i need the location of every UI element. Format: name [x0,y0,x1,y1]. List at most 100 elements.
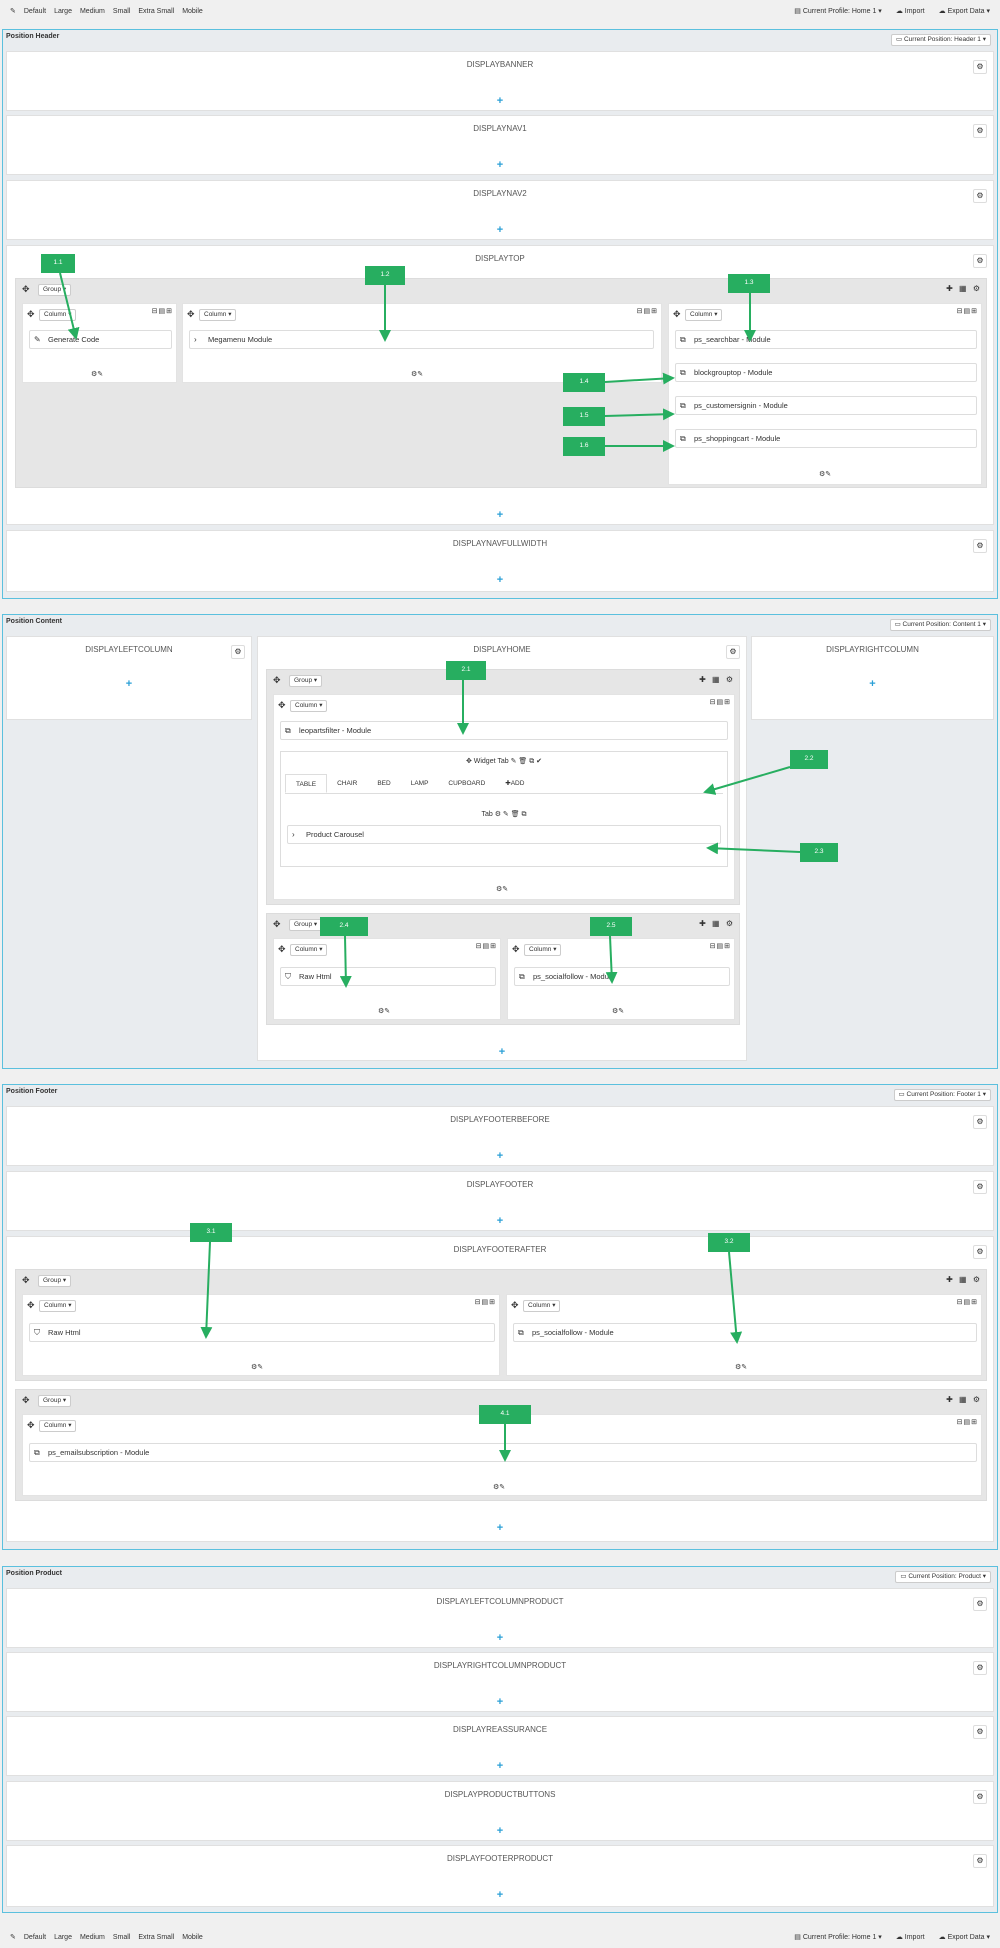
plus-icon[interactable]: + [496,574,504,586]
move-icon[interactable]: ✥ [27,1420,35,1430]
group-dropdown[interactable]: Group ▾ [289,675,323,687]
widget-tab-tools[interactable]: ✎ 🗑 ⧉ ✔ [510,758,543,765]
module-item[interactable]: ⧉ blockgrouptop - Module [675,363,977,382]
module-item[interactable]: › Megamenu Module [189,330,654,349]
plus-icon[interactable]: + [496,1522,504,1534]
column-dropdown[interactable]: Column ▾ [39,1300,77,1312]
profile-dropdown[interactable]: ▤ Current Profile: Home 1 ▾ [794,1934,882,1941]
move-icon[interactable]: ✥ [512,944,520,954]
move-icon[interactable]: ✥ [27,309,35,319]
pencil-icon[interactable]: ✎ [10,8,16,15]
gear-icon[interactable]: ⚙ [973,1115,987,1129]
column-footer-tools[interactable]: ⚙✎ [378,1008,391,1015]
gear-icon[interactable]: ⚙ [973,254,987,268]
plus-icon[interactable]: + [869,678,876,690]
module-item[interactable]: ⧉ ps_socialfollow - Module [514,967,730,986]
position-dropdown[interactable]: ▭ Current Position: Header 1 ▾ [891,34,991,46]
gear-icon[interactable]: ⚙ [973,539,987,553]
column-dropdown[interactable]: Column ▾ [685,309,723,321]
gear-icon[interactable]: ⚙ [973,1790,987,1804]
column-dropdown[interactable]: Column ▾ [199,309,237,321]
column-dropdown[interactable]: Column ▾ [524,944,562,956]
gear-icon[interactable]: ⚙ [973,60,987,74]
gear-icon[interactable]: ⚙ [973,1854,987,1868]
plus-icon[interactable]: + [496,95,504,107]
column-footer-tools[interactable]: ⚙✎ [411,371,424,378]
tab-lamp[interactable]: LAMP [410,780,429,787]
column-width-controls[interactable]: ⊟▤⊞ [474,1299,496,1306]
device-medium[interactable]: Medium [79,1933,105,1941]
device-default[interactable]: Default [23,7,47,15]
position-dropdown[interactable]: ▭ Current Position: Content 1 ▾ [889,619,991,631]
plus-icon[interactable]: + [496,159,504,171]
move-icon[interactable]: ✥ [273,675,281,685]
plus-icon[interactable]: + [496,1760,504,1772]
move-icon[interactable]: ✥ [187,309,195,319]
module-item[interactable]: ⧉ leopartsfilter - Module [280,721,728,740]
move-icon[interactable]: ✥ [511,1300,519,1310]
plus-icon[interactable]: + [496,224,504,236]
column-width-controls[interactable]: ⊟▤⊞ [709,943,731,950]
device-default[interactable]: Default [23,1933,47,1941]
group-dropdown[interactable]: Group ▾ [38,1275,72,1287]
group-dropdown[interactable]: Group ▾ [289,919,323,931]
plus-icon[interactable]: + [496,509,504,521]
module-item[interactable]: ⧉ ps_shoppingcart - Module [675,429,977,448]
column-dropdown[interactable]: Column ▾ [523,1300,561,1312]
tab-chair[interactable]: CHAIR [337,780,358,787]
column-width-controls[interactable]: ⊟▤⊞ [956,1419,978,1426]
import-button[interactable]: ☁ Import [895,1934,925,1941]
device-medium[interactable]: Medium [79,7,105,15]
column-footer-tools[interactable]: ⚙✎ [496,886,509,893]
move-icon[interactable]: ✥ [22,1275,30,1285]
column-width-controls[interactable]: ⊟▤⊞ [636,308,658,315]
device-small[interactable]: Small [112,1933,131,1941]
move-icon[interactable]: ✥ [673,309,681,319]
column-footer-tools[interactable]: ⚙✎ [735,1364,748,1371]
plus-icon[interactable]: + [496,1150,504,1162]
group-tools[interactable]: ✚ ▦ ⚙ [699,919,735,928]
group-dropdown[interactable]: Group ▾ [38,284,72,296]
position-dropdown[interactable]: ▭ Current Position: Footer 1 ▾ [893,1089,991,1101]
import-button[interactable]: ☁ Import [895,8,925,15]
position-dropdown[interactable]: ▭ Current Position: Product ▾ [895,1571,991,1583]
column-footer-tools[interactable]: ⚙✎ [251,1364,264,1371]
export-dropdown[interactable]: ☁ Export Data ▾ [938,1934,990,1941]
tab-cupboard[interactable]: CUPBOARD [448,780,486,787]
plus-icon[interactable]: + [496,1215,504,1227]
group-tools[interactable]: ✚ ▦ ⚙ [946,284,982,293]
pencil-icon[interactable]: ✎ [10,1934,16,1941]
module-item[interactable]: ✎ Generate Code [29,330,172,349]
device-mobile[interactable]: Mobile [182,1933,203,1941]
gear-icon[interactable]: ⚙ [973,189,987,203]
plus-icon[interactable]: + [125,678,133,690]
plus-icon[interactable]: + [496,1889,504,1901]
module-item[interactable]: ⧉ ps_socialfollow - Module [513,1323,977,1342]
move-icon[interactable]: ✥ [278,944,286,954]
group-dropdown[interactable]: Group ▾ [38,1395,72,1407]
column-width-controls[interactable]: ⊟▤⊞ [709,699,731,706]
column-dropdown[interactable]: Column ▾ [39,1420,77,1432]
module-item[interactable]: ⧉ ps_customersignin - Module [675,396,977,415]
move-icon[interactable]: ✥ [278,700,286,710]
module-item[interactable]: › Product Carousel [287,825,721,844]
gear-icon[interactable]: ⚙ [973,1180,987,1194]
gear-icon[interactable]: ⚙ [973,1597,987,1611]
column-width-controls[interactable]: ⊟▤⊞ [475,943,497,950]
module-item[interactable]: ⧉ ps_emailsubscription - Module [29,1443,977,1462]
module-item[interactable]: ⛉ Raw Html [280,967,496,986]
plus-icon[interactable]: + [498,1046,506,1058]
plus-icon[interactable]: + [496,1825,504,1837]
module-item[interactable]: ⛉ Raw Html [29,1323,495,1342]
move-icon[interactable]: ✥ [273,919,281,929]
move-icon[interactable]: ✥ [22,284,30,294]
group-tools[interactable]: ✚ ▦ ⚙ [699,675,735,684]
column-footer-tools[interactable]: ⚙✎ [493,1484,506,1491]
group-tools[interactable]: ✚ ▦ ⚙ [946,1395,982,1404]
column-width-controls[interactable]: ⊟▤⊞ [151,308,173,315]
column-width-controls[interactable]: ⊟▤⊞ [956,308,978,315]
column-footer-tools[interactable]: ⚙✎ [819,471,832,478]
device-extra-small[interactable]: Extra Small [138,1933,175,1941]
export-dropdown[interactable]: ☁ Export Data ▾ [938,8,990,15]
tab-bed[interactable]: BED [377,780,391,787]
